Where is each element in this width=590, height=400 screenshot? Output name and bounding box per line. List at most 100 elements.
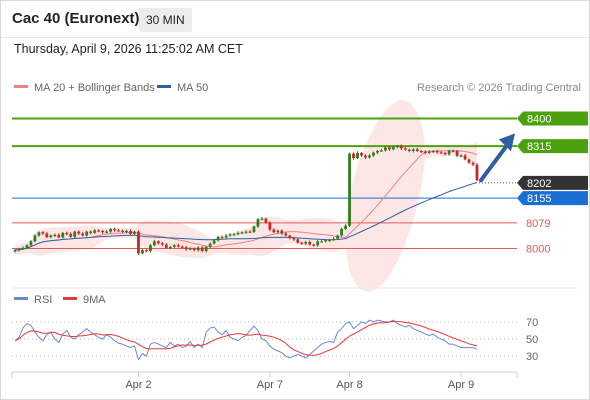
rsi-tick-label: 50	[526, 334, 538, 346]
widget-header: Cac 40 (Euronext) 30 MIN	[1, 1, 589, 38]
candle-body	[368, 155, 371, 158]
candle-body	[360, 152, 363, 156]
candle-body	[25, 245, 29, 248]
candle-body	[272, 229, 276, 233]
candle-body	[121, 230, 124, 232]
candle-body	[21, 247, 25, 250]
candle-body	[471, 162, 475, 165]
candle-body	[348, 153, 351, 226]
arrow-shaft	[479, 143, 509, 183]
candle-body	[427, 151, 431, 153]
candle-body	[264, 218, 268, 223]
candle-body	[33, 235, 37, 242]
candle-body	[459, 155, 463, 157]
candle-body	[252, 226, 256, 232]
candle-body	[387, 147, 391, 150]
candle-body	[391, 147, 395, 150]
candle-body	[192, 248, 196, 251]
level-tag-shape	[517, 111, 588, 126]
rsi-legend-label: RSI	[34, 294, 52, 306]
candle-body	[180, 246, 184, 248]
candle-body	[415, 149, 419, 151]
candle-body	[137, 231, 140, 254]
rsi-tick-labels: 70 50 30	[526, 317, 538, 363]
candle-body	[17, 249, 21, 251]
candle-body	[129, 230, 132, 234]
candle-body	[308, 242, 312, 245]
timestamp: Thursday, April 9, 2026 11:25:02 AM CET	[14, 42, 243, 56]
x-axis: Apr 2 Apr 7 Apr 8 Apr 9	[125, 372, 474, 391]
candle-body	[395, 145, 399, 148]
candle-body	[423, 151, 427, 153]
candle-body	[419, 151, 423, 153]
candle-body	[407, 149, 411, 151]
rsi-lines	[14, 319, 478, 361]
level-label-pivot: 8155	[527, 193, 551, 205]
candle-body	[212, 240, 216, 244]
candle-body	[204, 246, 208, 252]
candle-body	[240, 232, 244, 234]
candle-body	[53, 234, 57, 237]
rsi-ma-legend-swatch	[63, 297, 77, 300]
candle-body	[248, 231, 252, 233]
candle-body	[172, 245, 176, 247]
candle-body	[41, 232, 45, 234]
candle-body	[435, 151, 439, 153]
candle-body	[57, 234, 61, 238]
candle-body	[336, 235, 340, 239]
candle-body	[288, 235, 292, 239]
candle-body	[399, 145, 403, 149]
candle-body	[109, 229, 112, 232]
moving-averages	[14, 150, 478, 251]
candle-body	[352, 153, 355, 159]
x-tick-label: Apr 2	[125, 379, 151, 391]
candle-body	[383, 147, 387, 151]
candle-body	[284, 233, 288, 236]
candle-body	[328, 240, 332, 242]
level-tag-resistance: 8315	[517, 139, 588, 154]
candle-body	[467, 159, 471, 163]
candle-body	[411, 149, 415, 151]
candlesticks	[13, 144, 479, 255]
ma50-legend-swatch	[157, 85, 171, 88]
ma50-line	[14, 182, 478, 251]
candle-body	[372, 152, 375, 156]
candle-body	[152, 241, 156, 246]
candle-body	[117, 230, 120, 232]
candle-body	[268, 222, 272, 230]
candle-body	[73, 231, 77, 237]
candle-body	[200, 247, 204, 252]
candle-body	[316, 241, 320, 246]
candle-body	[97, 230, 101, 232]
level-label-resistance: 8400	[527, 114, 551, 126]
arrow-head-icon	[499, 133, 515, 152]
level-tag-resistance: 8400	[517, 111, 588, 126]
candle-body	[364, 155, 367, 158]
candle-body	[232, 234, 236, 236]
candle-body	[85, 231, 89, 236]
candle-body	[431, 151, 435, 153]
candle-body	[13, 250, 17, 252]
candle-body	[220, 236, 224, 238]
candle-body	[168, 246, 172, 249]
level-tag-shape	[517, 139, 588, 154]
candle-body	[380, 150, 383, 152]
candle-body	[196, 247, 200, 251]
candle-body	[292, 238, 296, 240]
rsi-tick-label: 70	[526, 317, 538, 329]
candle-body	[145, 250, 148, 252]
x-tick-label: Apr 8	[336, 379, 362, 391]
candle-body	[260, 218, 264, 220]
rsi-legend-swatch	[14, 297, 28, 300]
candle-body	[332, 238, 336, 241]
candle-body	[208, 243, 212, 247]
candle-body	[101, 230, 105, 233]
candle-body	[93, 230, 97, 233]
candle-body	[224, 235, 228, 238]
level-label-resistance: 8315	[527, 141, 551, 153]
candle-body	[376, 151, 379, 153]
x-tick-label: Apr 9	[448, 379, 474, 391]
timeframe-button[interactable]: 30 MIN	[139, 8, 192, 32]
bollinger-bands	[15, 100, 477, 292]
